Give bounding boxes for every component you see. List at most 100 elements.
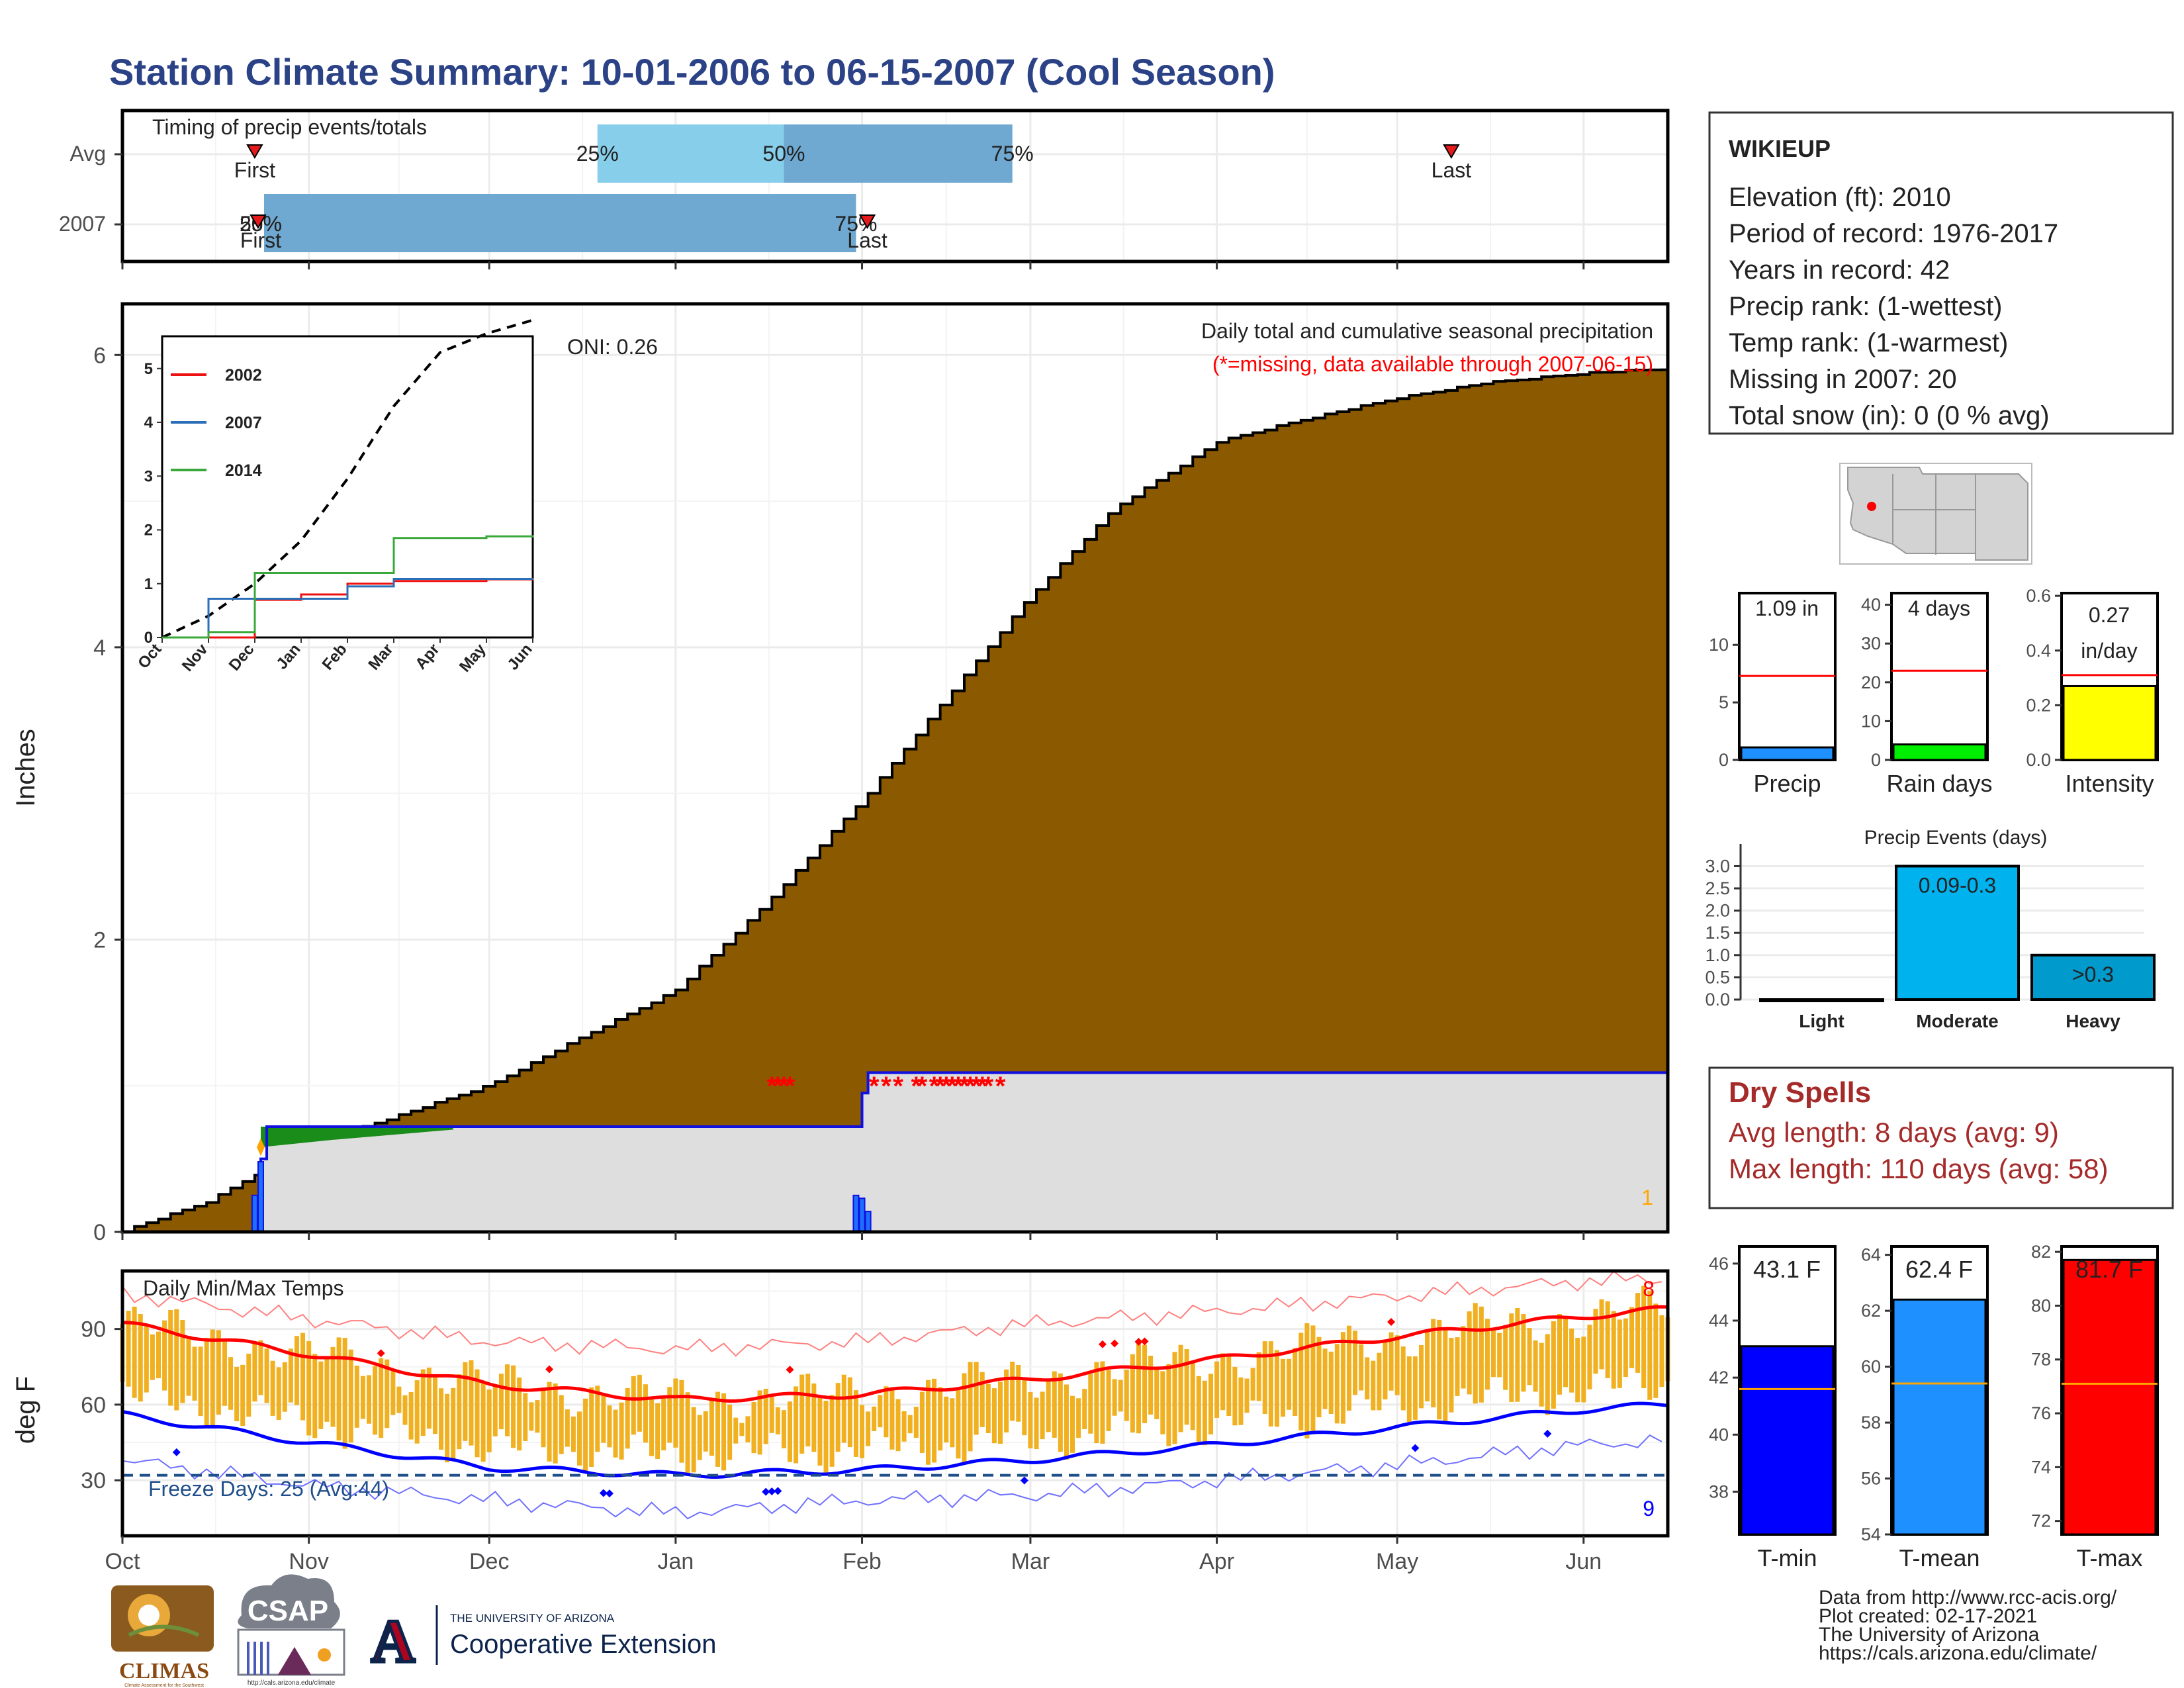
stat-bar-intensity [2062,684,2157,761]
dry-spells-title: Dry Spells [1729,1076,1871,1109]
daily-temp-bar [1575,1337,1580,1403]
inset-x-tick-label: Jan [273,641,304,673]
daily-temp-bar [1437,1319,1442,1420]
daily-temp-bar [1034,1397,1039,1450]
daily-temp-bar [463,1362,468,1441]
avg-cumulative-area [122,369,1668,1232]
daily-temp-bar [541,1390,546,1448]
daily-temp-bar [1491,1330,1496,1378]
record-low-marker [774,1487,782,1495]
daily-temp-bar [336,1337,341,1441]
daily-temp-bar [1394,1335,1400,1395]
daily-temp-bar [457,1374,462,1450]
daily-temp-bar [156,1331,161,1379]
missing-day-marker: * [983,1072,994,1101]
daily-temp-bar [1293,1348,1298,1417]
daily-temp-bar [1629,1307,1634,1368]
missing-day-marker: * [869,1072,880,1101]
daily-temp-bar [1611,1311,1616,1389]
daily-temp-bar [781,1410,786,1448]
daily-temp-bar [721,1393,727,1471]
daily-temp-bar [1647,1290,1653,1400]
station-location-dot [1867,502,1876,511]
daily-temp-bar [492,1385,498,1436]
inset-x-tick-label: Nov [179,640,212,675]
y-tick-label: 6 [93,343,106,368]
daily-temp-bar [330,1346,336,1427]
daily-temp-bar [805,1374,811,1447]
precip-frame [120,302,1670,1234]
daily-temp-bar [1581,1336,1586,1403]
daily-temp-bar [817,1395,823,1466]
daily-temp-bar [1653,1303,1659,1398]
inset-avg-line [161,318,533,639]
x-tick-label: May [1376,1549,1418,1574]
daily-temp-bar [1208,1374,1213,1434]
daily-temp-bar [439,1388,444,1450]
ua-bottom-text: Cooperative Extension [450,1630,716,1659]
year-cumulative-fill [122,1072,1668,1232]
record-low-marker [172,1448,181,1456]
daily-temp-bar [258,1340,263,1395]
missing-day-marker: * [917,1072,928,1101]
timing-xticks [114,153,1585,269]
station-line: Period of record: 1976-2017 [1729,219,2058,248]
dry-spells-max: Max length: 110 days (avg: 58) [1729,1153,2109,1184]
temp-frame [120,1269,1670,1538]
stat-value-label-intensity: 0.27 [2089,603,2130,627]
temp-stat-value-label: 81.7 F [2075,1256,2143,1283]
avg-q75-label: 75% [991,142,1034,165]
daily-temp-bar [324,1358,330,1422]
daily-temp-bar [1214,1361,1220,1418]
stat-bar-rain-days [1892,743,1987,761]
daily-temp-bar [1316,1336,1322,1418]
daily-temp-bar [198,1346,203,1417]
daily-temp-bar [601,1394,606,1443]
daily-temp-bar [1064,1384,1069,1460]
daily-temp-bar [1142,1344,1148,1423]
stat-y-tick-label: 42 [1709,1368,1729,1387]
state-borders [1892,474,1976,560]
precip-plot: **** * * * ** ********** * [122,368,1668,1233]
daily-temp-bar [751,1402,756,1454]
x-tick-label: Feb [842,1549,882,1574]
daily-temp-bar [901,1411,907,1442]
daily-temp-bar [1623,1318,1628,1377]
stat-y-tick-label: 0.4 [2026,641,2051,661]
year-first-marker [250,214,267,229]
daily-temp-bar [950,1398,955,1448]
temp-yticks: 30 60 90 [81,1317,122,1493]
daily-temp-bar [132,1306,137,1398]
daily-temp-bar [570,1416,576,1452]
daily-temp-bar [1334,1344,1340,1424]
temp-xticks: Oct Nov Dec Jan Feb Mar Apr May Jun [105,1536,1602,1574]
stat-y-tick-label: 80 [2031,1295,2051,1315]
daily-temp-bar [913,1407,919,1438]
climas-text: CLIMAS [119,1659,209,1683]
inset-series-2007 [162,577,533,639]
daily-temp-bar [997,1382,1003,1444]
daily-temp-bar [547,1382,552,1462]
daily-temp-bar [1371,1360,1376,1411]
y-tick-label: 0 [93,1220,106,1245]
daily-temp-bar [270,1360,275,1416]
daily-temp-bar [919,1391,925,1453]
daily-temp-bar [841,1374,846,1443]
daily-temp-bar [1082,1389,1087,1430]
daily-temp-bar [192,1346,197,1401]
inset-x-tick-label: Oct [134,641,165,673]
daily-temp-bar [763,1388,768,1444]
daily-temp-bar [282,1362,287,1412]
record-high-marker [1134,1338,1143,1346]
daily-temp-bar [1274,1350,1279,1427]
daily-temp-bar [794,1386,799,1464]
event-bar-label: >0.3 [2072,962,2114,986]
daily-precip-bar [864,1211,872,1233]
record-high-marker [1387,1317,1396,1326]
daily-temp-bar [240,1364,246,1427]
x-tick-label: Apr [1199,1549,1234,1574]
stat-y-tick-label: 72 [2031,1511,2051,1531]
y-tick-label: 2 [93,927,106,953]
daily-temp-bar [853,1390,858,1457]
stat-y-tick-label: 74 [2031,1457,2051,1477]
